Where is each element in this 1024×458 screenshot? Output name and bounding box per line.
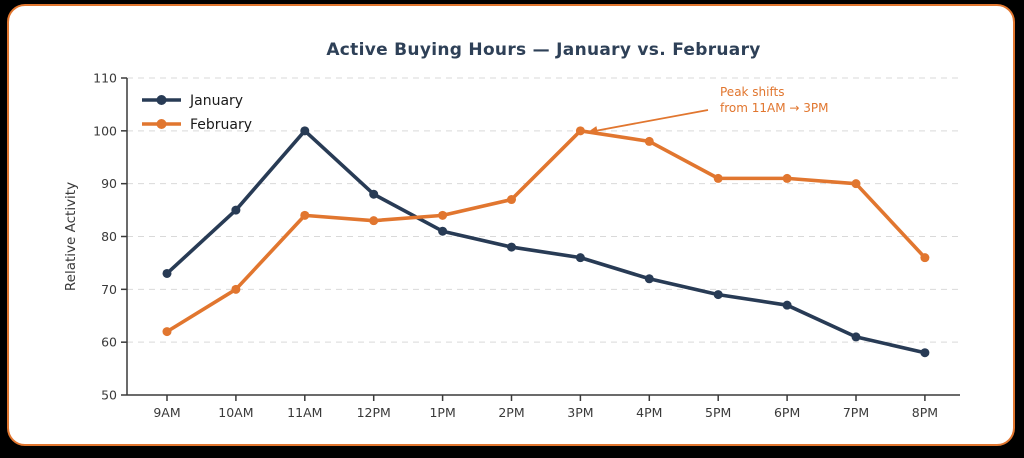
legend-marker-dot [156,95,167,105]
february-point [369,216,379,226]
y-tick-label: 60 [101,335,117,350]
january-point [644,274,654,284]
annotation-text: Peak shifts [720,85,784,99]
x-tick-label: 1PM [429,405,455,420]
january-point [300,126,310,136]
chart-title: Active Buying Hours — January vs. Februa… [326,40,761,60]
x-tick-label: 12PM [357,405,391,420]
january-point [920,348,930,358]
january-point [162,268,172,278]
january-point [713,290,723,300]
january-line [165,129,927,355]
x-tick-label: 6PM [774,405,800,420]
x-tick-label: 9AM [153,405,180,420]
january-point [782,300,792,310]
february-point [231,284,241,294]
x-tick-label: 8PM [912,405,938,420]
y-tick-label: 90 [101,176,117,191]
legend-label: February [190,117,252,133]
february-point [162,327,172,337]
x-tick-label: 5PM [705,405,731,420]
annotation-text: from 11AM → 3PM [720,101,828,115]
annotation-arrowhead [587,126,599,135]
february-point [438,210,448,220]
legend-label: January [189,93,243,109]
y-axis-label: Relative Activity [63,182,79,291]
february-point [851,179,861,189]
legend-marker-dot [156,119,167,129]
y-tick-label: 110 [93,71,117,86]
february-point [782,173,792,183]
february-point [575,126,585,136]
annotation-arrow-line [587,109,709,134]
january-point [507,242,516,252]
january-point [231,205,241,215]
y-tick-label: 70 [101,282,117,297]
january-point [438,226,448,236]
y-tick-label: 50 [101,388,117,403]
x-tick-label: 3PM [567,405,593,420]
february-line [165,129,927,334]
february-point [300,210,310,220]
x-tick-label: 10AM [218,405,253,420]
february-point [644,136,654,146]
february-point [920,253,930,263]
x-tick-label: 7PM [843,405,869,420]
january-point [575,253,585,263]
january-point [369,189,379,199]
february-point [507,195,516,205]
x-tick-label: 11AM [287,405,322,420]
january-point [851,332,861,342]
x-tick-label: 4PM [636,405,662,420]
y-tick-label: 100 [93,123,117,138]
y-tick-label: 80 [101,229,117,244]
february-point [713,173,723,183]
x-tick-label: 2PM [498,405,524,420]
